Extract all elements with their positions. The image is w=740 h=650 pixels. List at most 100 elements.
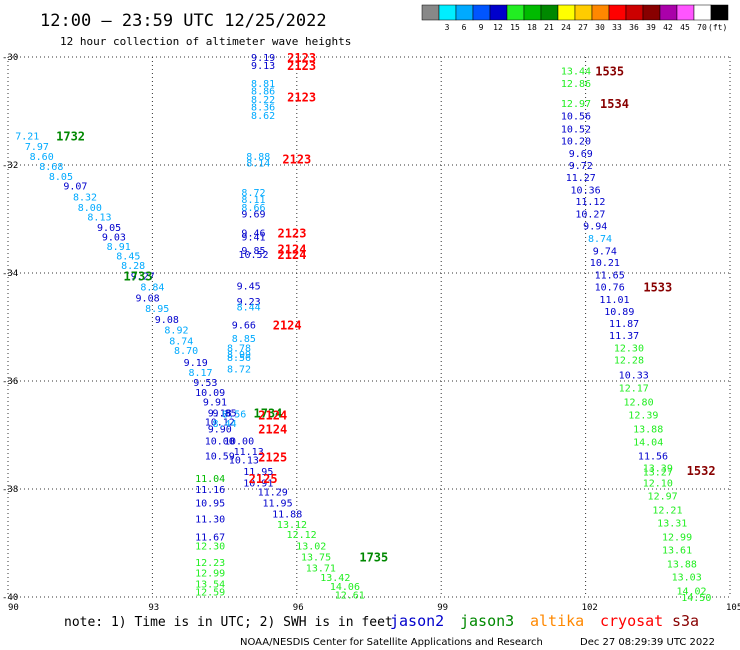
wave-height-value: 12.97 xyxy=(561,99,591,110)
wave-height-value: 11.95 xyxy=(243,467,273,478)
wave-height-value: 9.18 xyxy=(208,408,232,419)
wave-height-value: 11.37 xyxy=(609,331,639,342)
grid-lines xyxy=(7,56,731,598)
wave-height-value: 9.45 xyxy=(237,281,261,292)
wave-height-value: 12.99 xyxy=(662,533,692,544)
y-tick-label: -32 xyxy=(2,161,18,171)
wave-height-value: 8.32 xyxy=(73,192,97,203)
wave-height-value: 8.45 xyxy=(116,252,140,263)
wave-height-value: 8.95 xyxy=(145,304,169,315)
wave-height-value: 9.27 xyxy=(131,272,155,283)
wave-height-value: 9.74 xyxy=(593,246,617,257)
note-text: note: 1) Time is in UTC; 2) SWH is in fe… xyxy=(64,615,393,630)
pass-time-label: 2125 xyxy=(258,451,287,465)
legend-swatch xyxy=(489,4,508,21)
pass-time-label: 1735 xyxy=(359,551,388,565)
wave-height-value: 8.28 xyxy=(121,261,145,272)
wave-height-value: 11.27 xyxy=(566,173,596,184)
wave-height-value: 12.10 xyxy=(643,479,673,490)
wave-height-value: 10.59 xyxy=(205,452,235,463)
wave-height-value: 12.21 xyxy=(652,506,682,517)
pass-time-label: 2124 xyxy=(273,318,302,332)
wave-height-value: 14.06 xyxy=(330,582,360,593)
wave-height-value: 11.13 xyxy=(234,447,264,458)
legend-label: 33 xyxy=(612,23,622,32)
wave-height-value: 13.31 xyxy=(657,518,687,529)
x-tick-label: 96 xyxy=(293,603,304,613)
wave-height-value: 13.27 xyxy=(643,468,673,479)
wave-height-value: 9.85 xyxy=(241,246,265,257)
legend-swatch xyxy=(557,4,576,21)
chart-subtitle: 12 hour collection of altimeter wave hei… xyxy=(60,35,351,48)
wave-height-value: 8.88 xyxy=(246,152,270,163)
wave-height-value: 9.94 xyxy=(583,221,607,232)
wave-height-value: 12.30 xyxy=(614,344,644,355)
wave-height-value: 8.85 xyxy=(232,334,256,345)
wave-height-value: 10.52 xyxy=(238,250,268,261)
pass-time-label: 1733 xyxy=(124,270,153,284)
wave-height-value: 9.07 xyxy=(63,182,87,193)
legend-label: 18 xyxy=(527,23,537,32)
legend-unit: (ft) xyxy=(708,23,727,32)
wave-height-value: 12.97 xyxy=(648,491,678,502)
pass-time-label: 1534 xyxy=(600,97,629,111)
legend-label: 45 xyxy=(680,23,690,32)
wave-height-value: 8.81 xyxy=(251,79,275,90)
wave-height-value: 10.20 xyxy=(561,137,591,148)
wave-height-value: 8.62 xyxy=(251,111,275,122)
wave-height-value: 8.99 xyxy=(227,350,251,361)
legend-label: 30 xyxy=(595,23,605,32)
legend-swatch xyxy=(625,4,644,21)
wave-height-value: 9.66 xyxy=(232,320,256,331)
wave-height-value: 11.88 xyxy=(272,509,302,520)
y-tick-label: -36 xyxy=(2,377,18,387)
pass-time-label: 2124 xyxy=(278,243,307,257)
wave-height-value: 8.60 xyxy=(30,152,54,163)
y-tick-label: -30 xyxy=(2,53,18,63)
wave-height-value: 8.72 xyxy=(241,188,265,199)
legend-label: 3 xyxy=(445,23,450,32)
wave-height-value: 11.01 xyxy=(599,295,629,306)
wave-height-value: 13.39 xyxy=(643,463,673,474)
legend-label: 9 xyxy=(479,23,484,32)
wave-height-value: 12.23 xyxy=(195,558,225,569)
wave-height-value: 13.88 xyxy=(667,560,697,571)
y-tick-label: -40 xyxy=(2,593,18,603)
chart-title: 12:00 – 23:59 UTC 12/25/2022 xyxy=(40,11,327,31)
wave-height-value: 8.17 xyxy=(188,368,212,379)
wave-height-value: 8.74 xyxy=(169,337,193,348)
wave-height-value: 14.50 xyxy=(681,593,711,604)
legend-label: 36 xyxy=(629,23,639,32)
wave-height-value: 11.95 xyxy=(262,499,292,510)
wave-height-value: 13.88 xyxy=(633,425,663,436)
wave-height-value: 8.36 xyxy=(251,103,275,114)
wave-height-value: 8.92 xyxy=(164,326,188,337)
wave-height-value: 8.68 xyxy=(39,162,63,173)
wave-height-value: 11.29 xyxy=(258,488,288,499)
wave-height-value: 9.08 xyxy=(155,315,179,326)
wave-height-value: 10.27 xyxy=(575,210,605,221)
wave-height-value: 13.12 xyxy=(277,520,307,531)
legend-label: 15 xyxy=(510,23,520,32)
wave-height-value: 9.91 xyxy=(203,398,227,409)
pass-time-label: 1734 xyxy=(253,406,282,420)
wave-height-value: 9.03 xyxy=(102,232,126,243)
wave-height-value: 12.59 xyxy=(195,588,225,599)
wave-height-value: 13.75 xyxy=(301,553,331,564)
wave-height-value: 8.13 xyxy=(87,212,111,223)
footer-timestamp: Dec 27 08:29:39 UTC 2022 xyxy=(580,637,715,648)
wave-height-value: 11.04 xyxy=(195,474,225,485)
pass-time-label: 2124 xyxy=(258,408,287,422)
wave-height-value: 10.12 xyxy=(205,418,235,429)
legend-swatch xyxy=(438,4,457,21)
legend-swatch xyxy=(659,4,678,21)
wave-height-value: 13.61 xyxy=(662,545,692,556)
wave-height-value: 9.69 xyxy=(241,210,265,221)
wave-height-value: 11.67 xyxy=(195,533,225,544)
wave-height-value: 10.00 xyxy=(205,436,235,447)
wave-height-value: 12.28 xyxy=(614,355,644,366)
pass-time-label: 1533 xyxy=(643,281,672,295)
wave-height-value: 10.13 xyxy=(229,455,259,466)
footer-credit: NOAA/NESDIS Center for Satellite Applica… xyxy=(240,637,543,648)
legend-swatch xyxy=(523,4,542,21)
